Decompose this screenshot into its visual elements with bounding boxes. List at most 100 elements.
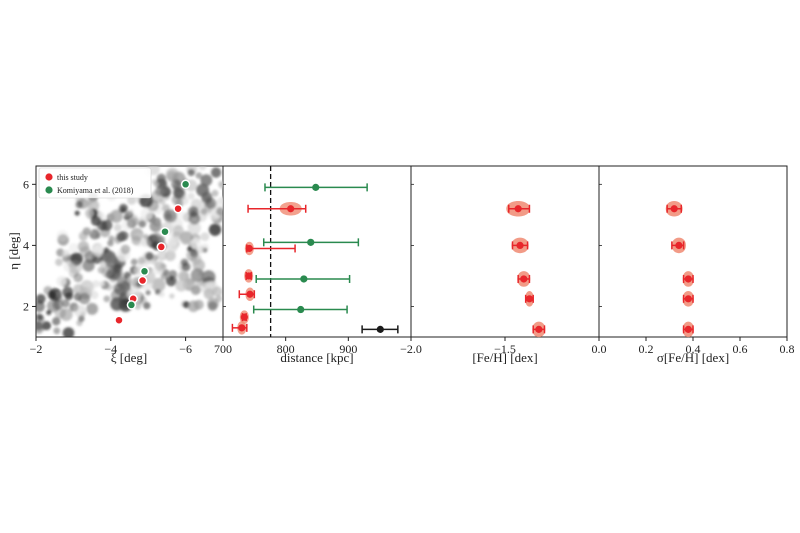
density-blob bbox=[74, 210, 80, 216]
density-blob bbox=[190, 238, 202, 250]
density-blob bbox=[79, 246, 91, 258]
density-blob bbox=[41, 323, 48, 331]
density-blob bbox=[166, 171, 178, 182]
density-blob bbox=[57, 234, 69, 246]
density-blob bbox=[117, 276, 124, 284]
panel-feh-frame bbox=[410, 165, 600, 338]
density-blob bbox=[107, 240, 114, 247]
density-blob bbox=[62, 249, 70, 257]
density-blob bbox=[127, 277, 133, 284]
density-blob bbox=[114, 236, 122, 244]
density-blob bbox=[137, 256, 146, 265]
distance-this-study-point bbox=[246, 290, 254, 298]
density-blob bbox=[78, 292, 91, 305]
density-blob bbox=[200, 232, 210, 242]
density-blob bbox=[180, 196, 189, 205]
distance-this-study-point bbox=[238, 324, 246, 332]
feh-point bbox=[516, 241, 524, 249]
density-blob bbox=[177, 271, 188, 282]
density-blob bbox=[94, 281, 100, 288]
density-blob bbox=[207, 297, 219, 310]
density-blob bbox=[104, 251, 117, 263]
distance-this-study-point bbox=[245, 272, 253, 280]
density-blob bbox=[73, 273, 83, 283]
x-tick-label: 0.8 bbox=[780, 342, 795, 356]
density-blob bbox=[56, 276, 67, 287]
density-blob bbox=[129, 217, 139, 227]
density-blob bbox=[104, 261, 111, 268]
density-blob bbox=[190, 268, 205, 283]
density-blob bbox=[151, 277, 166, 292]
legend: this study Komiyama et al. (2018) bbox=[38, 167, 152, 199]
density-blob bbox=[163, 209, 177, 223]
density-blob bbox=[84, 208, 94, 218]
density-blob bbox=[53, 327, 61, 335]
density-blob bbox=[195, 172, 203, 179]
map-point-komiyama bbox=[126, 300, 137, 310]
sigma-feh-point bbox=[670, 205, 678, 213]
distance-this-study-point bbox=[287, 205, 295, 213]
density-blob bbox=[173, 187, 185, 199]
feh-xlabel: [Fe/H] [dex] bbox=[472, 350, 537, 365]
density-blobs bbox=[36, 166, 223, 337]
map-ylabel: η [deg] bbox=[6, 232, 21, 269]
density-blob bbox=[55, 258, 63, 267]
density-blob bbox=[175, 279, 188, 292]
density-blob bbox=[159, 198, 166, 206]
feh-point bbox=[525, 295, 534, 303]
feh-point bbox=[535, 325, 543, 333]
density-blob bbox=[187, 192, 195, 200]
map-point-this-study bbox=[156, 242, 167, 252]
density-blob bbox=[123, 271, 132, 280]
density-blob bbox=[188, 212, 201, 225]
density-blob bbox=[109, 209, 123, 223]
map-point-this-study bbox=[114, 315, 124, 325]
density-blob bbox=[157, 266, 164, 273]
density-blob bbox=[36, 300, 45, 313]
density-blob bbox=[187, 169, 195, 177]
density-blob bbox=[118, 280, 131, 293]
y-tick-label: 2 bbox=[23, 299, 29, 313]
density-blob bbox=[74, 305, 87, 318]
density-blob bbox=[198, 166, 207, 171]
density-blob bbox=[120, 244, 131, 255]
density-blob bbox=[113, 223, 122, 232]
density-blob bbox=[157, 236, 165, 244]
density-blob bbox=[200, 243, 209, 252]
density-blob bbox=[130, 258, 138, 266]
density-blob bbox=[208, 223, 222, 236]
sigma-feh-plot-area bbox=[665, 200, 694, 338]
density-blob bbox=[186, 249, 198, 262]
x-tick-label: 800 bbox=[277, 342, 295, 356]
density-blob bbox=[190, 285, 201, 296]
distance-komiyama-point bbox=[312, 183, 320, 191]
density-blob bbox=[78, 315, 85, 322]
x-tick-label: −6 bbox=[179, 342, 192, 356]
map-point-this-study bbox=[173, 203, 183, 214]
density-blob bbox=[52, 317, 61, 326]
x-tick-label: 0.4 bbox=[686, 342, 701, 356]
density-blob bbox=[94, 232, 101, 239]
density-blob bbox=[187, 222, 195, 230]
x-tick-label: −1.5 bbox=[494, 342, 516, 356]
density-blob bbox=[138, 220, 146, 228]
legend-label-this-study: this study bbox=[57, 173, 88, 182]
distance-komiyama-point bbox=[297, 305, 305, 314]
distance-reference-point bbox=[376, 325, 384, 333]
panel-sigma-feh-frame bbox=[598, 165, 788, 338]
density-blob bbox=[180, 258, 189, 267]
density-blob bbox=[62, 286, 74, 298]
feh-point bbox=[514, 205, 522, 213]
density-blob bbox=[62, 327, 75, 337]
distance-this-study-point bbox=[240, 313, 248, 321]
map-point-komiyama bbox=[160, 226, 170, 237]
density-blob bbox=[169, 293, 175, 299]
density-blob bbox=[196, 183, 210, 197]
density-blob bbox=[86, 283, 96, 293]
sigma-feh-point bbox=[684, 295, 692, 303]
density-blob bbox=[75, 201, 83, 209]
density-blob bbox=[200, 174, 213, 187]
density-blob bbox=[99, 227, 111, 238]
density-blob bbox=[54, 307, 66, 319]
density-blob bbox=[37, 314, 43, 321]
